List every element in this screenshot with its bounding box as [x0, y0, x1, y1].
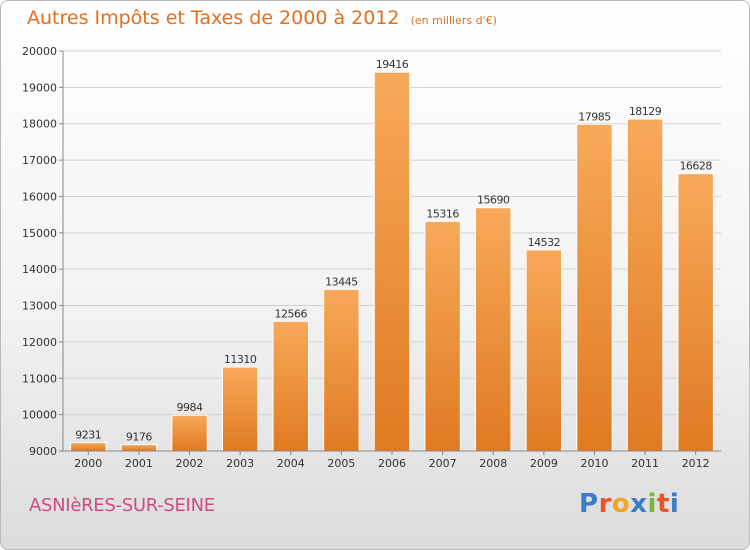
logo-letter: i [647, 489, 657, 519]
logo-letter: i [669, 489, 680, 519]
y-tick-label: 20000 [22, 45, 57, 58]
data-label: 18129 [629, 105, 662, 118]
city-name: ASNIèRES-SUR-SEINE [29, 495, 215, 516]
x-tick-label: 2008 [479, 457, 507, 470]
data-label: 15316 [426, 207, 459, 220]
y-tick-label: 18000 [22, 118, 57, 131]
bar-2001 [120, 444, 158, 452]
data-label: 19416 [376, 58, 409, 71]
x-tick-label: 2003 [226, 457, 254, 470]
chart-title: Autres Impôts et Taxes de 2000 à 2012 (e… [27, 7, 497, 29]
bar-2011 [626, 118, 664, 452]
x-tick-label: 2009 [530, 457, 558, 470]
bar-2000 [70, 442, 107, 452]
y-tick-label: 19000 [22, 81, 57, 94]
y-tick-label: 16000 [22, 190, 57, 203]
title-main: Autres Impôts et Taxes de 2000 à 2012 [27, 7, 400, 29]
x-tick-label: 2010 [580, 457, 608, 470]
bar-2007 [424, 220, 461, 452]
data-label: 17985 [578, 110, 611, 123]
y-tick-label: 13000 [22, 300, 57, 313]
logo-letter: P [579, 489, 599, 519]
bar-2009 [525, 249, 563, 452]
x-tick-label: 2012 [682, 457, 710, 470]
y-tick-label: 10000 [22, 409, 57, 422]
data-label: 16628 [679, 160, 712, 173]
data-label: 9984 [177, 401, 203, 414]
y-tick-label: 17000 [22, 154, 57, 167]
data-label: 9231 [75, 429, 101, 442]
data-label: 15690 [477, 194, 510, 207]
bar-2008 [475, 207, 512, 452]
data-label: 9176 [126, 431, 152, 444]
title-unit: (en milliers d'€) [410, 14, 497, 27]
bar-2010 [576, 123, 613, 452]
y-tick-label: 9000 [29, 445, 57, 458]
bar-2012 [677, 173, 714, 452]
bar-2002 [171, 414, 208, 452]
x-tick-label: 2007 [429, 457, 457, 470]
logo-letter: x [630, 489, 648, 519]
y-tick-label: 11000 [22, 372, 57, 385]
x-tick-label: 2000 [74, 457, 102, 470]
logo-letter: o [611, 489, 631, 519]
logo-letter: r [598, 489, 612, 519]
proxiti-logo: Proxiti [579, 489, 679, 519]
y-tick-label: 14000 [22, 263, 57, 276]
bar-2004 [272, 320, 309, 452]
bar-2003 [221, 366, 259, 452]
x-tick-label: 2006 [378, 457, 406, 470]
bar-2006 [373, 71, 411, 452]
data-label: 14532 [528, 236, 561, 249]
data-label: 13445 [325, 275, 358, 288]
x-tick-label: 2002 [176, 457, 204, 470]
data-label: 12566 [275, 307, 308, 320]
x-tick-label: 2011 [631, 457, 659, 470]
y-tick-label: 12000 [22, 336, 57, 349]
x-tick-label: 2004 [277, 457, 305, 470]
y-tick-label: 15000 [22, 227, 57, 240]
x-tick-label: 2005 [327, 457, 355, 470]
logo-letter: t [656, 489, 670, 519]
x-tick-label: 2001 [125, 457, 153, 470]
bar-2005 [323, 288, 360, 452]
data-label: 11310 [224, 353, 257, 366]
